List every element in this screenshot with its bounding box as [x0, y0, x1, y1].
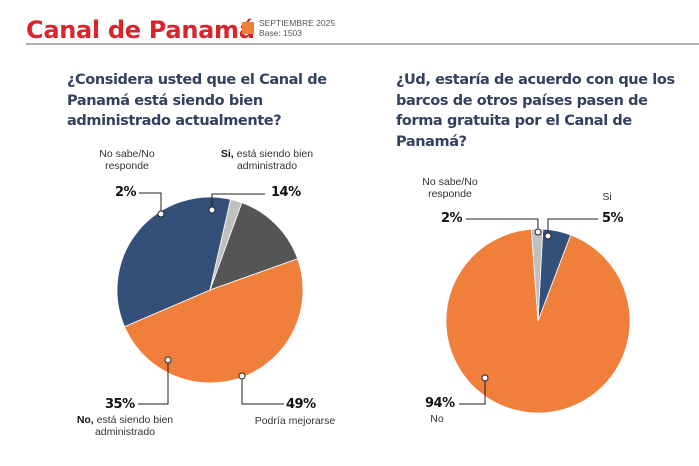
pie-chart-1: [116, 196, 304, 384]
survey-base: Base: 1503: [259, 28, 303, 38]
pie1-slice-no: [116, 196, 232, 328]
pie1-leader-mejorar-line: [241, 376, 284, 405]
pie1-leader-no-line: [138, 360, 169, 405]
pie2-pct-nosabe: 2%: [441, 211, 463, 226]
pie1-label-si-text: está siendo bien administrado: [233, 148, 314, 172]
pie1-leader-mejorar-dot: [238, 372, 246, 380]
survey-date: SEPTIEMBRE 2025: [259, 18, 336, 28]
pie1-slice-nosabe: [209, 198, 243, 291]
question-2-title: ¿Ud, estaría de acuerdo con que los barc…: [396, 72, 675, 150]
page-title: Canal de Panamá: [26, 16, 255, 44]
pie2-leader-nosabe-line: [466, 218, 539, 232]
pie1-label-no: No, está siendo bien administrado: [72, 414, 178, 438]
legend-swatch: [242, 22, 254, 34]
pie1-pct-nosabe: 2%: [115, 185, 137, 200]
pie2-leader-no-dot: [481, 374, 489, 382]
pie1-leader-nosabe-dot: [157, 210, 165, 218]
pie2-leader-nosabe-dot: [534, 228, 542, 236]
pie1-label-si: Si, está siendo bien administrado: [216, 148, 318, 172]
pie1-leader-no-dot: [164, 356, 172, 364]
pie-chart-2: [445, 228, 631, 414]
pie1-leader-si-line: [211, 193, 265, 210]
pie2-leader-si-line: [547, 218, 598, 236]
pie1-label-si-bold: Si,: [220, 148, 234, 160]
header-divider: [26, 43, 699, 45]
pie1-label-no-text: está siendo bien administrado: [93, 414, 174, 438]
pie2-label-nosabe: No sabe/No responde: [422, 176, 478, 200]
pie1-leader-si-dot: [208, 206, 216, 214]
pie2-pct-si: 5%: [602, 211, 624, 226]
pie2-label-no: No: [430, 413, 444, 425]
pie1-slice-si: [209, 202, 299, 291]
pie1-label-nosabe: No sabe/No responde: [99, 148, 155, 172]
pie1-pct-mejorar: 49%: [286, 397, 316, 412]
pie1-label-no-bold: No,: [76, 414, 94, 426]
pie2-leader-si-dot: [544, 232, 552, 240]
question-1-title: ¿Considera usted que el Canal de Panamá …: [67, 72, 327, 129]
pie2-slice-no: [445, 228, 631, 414]
pie1-pct-no: 35%: [105, 397, 135, 412]
leader-lines: [138, 192, 598, 405]
pie2-pct-no: 94%: [425, 396, 455, 411]
pie1-label-mejorar: Podría mejorarse: [254, 415, 336, 427]
pie2-leader-no-line: [459, 378, 486, 405]
pie2-label-si: Si: [602, 191, 612, 203]
survey-meta: SEPTIEMBRE 2025 Base: 1503: [259, 18, 335, 38]
pie1-pct-si: 14%: [271, 185, 301, 200]
pie1-leader-nosabe-line: [139, 192, 162, 214]
